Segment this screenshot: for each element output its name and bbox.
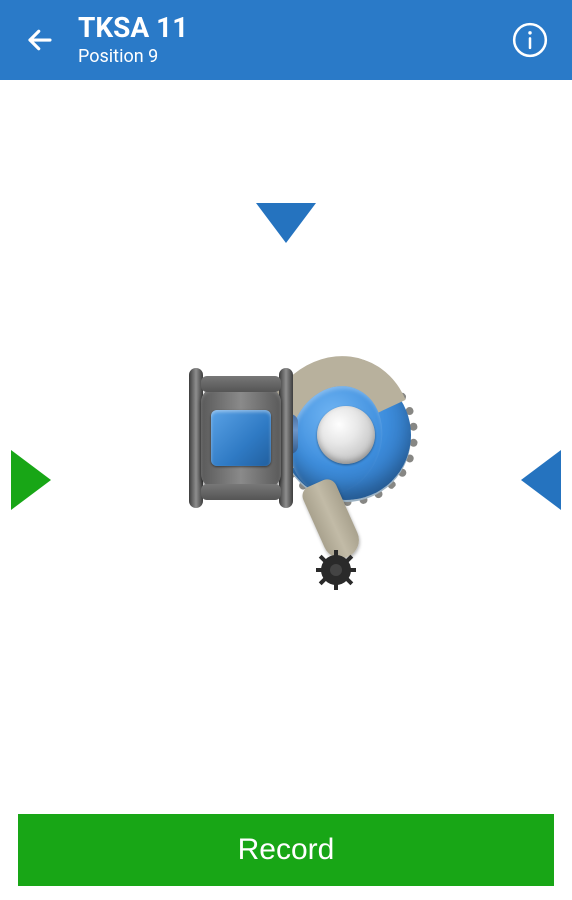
back-arrow-icon [25, 25, 55, 55]
alignment-device-render [126, 330, 446, 590]
triangle-down-icon [251, 198, 321, 248]
app-header: TKSA 11 Position 9 [0, 0, 572, 80]
triangle-left-icon [516, 445, 566, 515]
device-sensor-unit [211, 410, 271, 466]
indicator-arrow-top [251, 198, 321, 252]
device-bracket-cap-top [201, 376, 281, 392]
device-rod-right [279, 368, 293, 508]
indicator-arrow-left [6, 445, 56, 519]
record-button-label: Record [238, 833, 335, 867]
page-title: TKSA 11 [78, 13, 508, 44]
gear-knob-icon [316, 550, 356, 590]
back-button[interactable] [20, 20, 60, 60]
info-button[interactable] [508, 18, 552, 62]
record-button[interactable]: Record [18, 814, 554, 886]
device-bracket [181, 378, 301, 498]
page-subtitle: Position 9 [78, 46, 508, 68]
device-knob [316, 550, 356, 590]
triangle-right-icon [6, 445, 56, 515]
indicator-arrow-right [516, 445, 566, 519]
device-bracket-cap-bottom [201, 484, 281, 500]
header-titles: TKSA 11 Position 9 [78, 13, 508, 67]
measurement-stage: Record [0, 80, 572, 900]
info-circle-icon [511, 21, 549, 59]
